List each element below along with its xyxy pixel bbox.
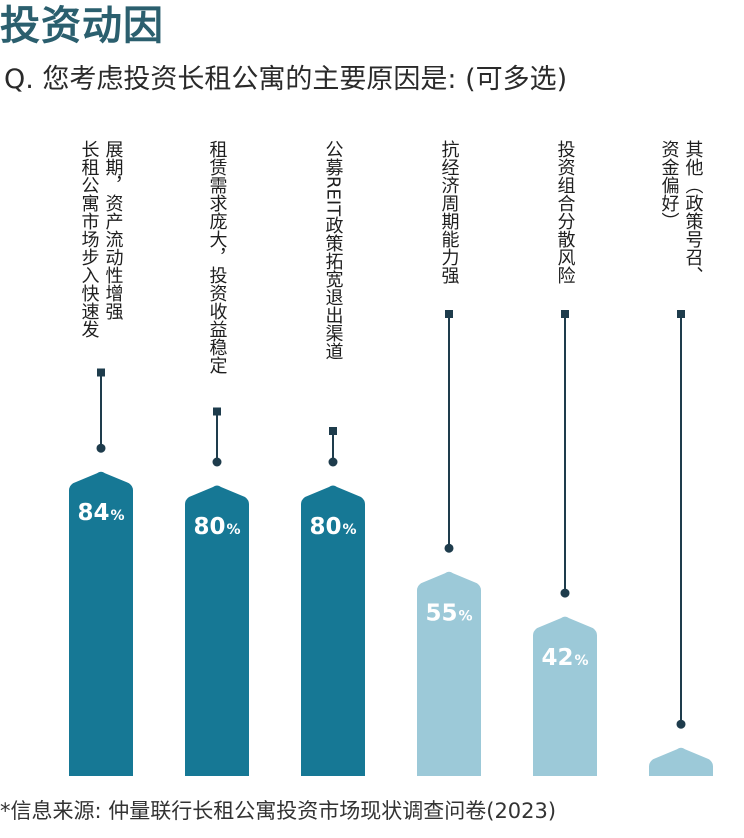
category-label-6-col-2: 资金偏好） [659, 140, 680, 230]
connector-dot-4 [444, 543, 454, 553]
category-label-5-col-1: 投资组合分散风险 [555, 140, 576, 284]
value-unit: % [682, 784, 696, 800]
value-number: 55 [425, 600, 457, 626]
connector-dot-1 [96, 443, 106, 453]
bar-1 [69, 471, 133, 776]
connector-dot-2 [212, 457, 222, 467]
bar-2 [185, 485, 249, 776]
source-note: *信息来源: 仲量联行长租公寓投资市场现状调查问卷(2023) [0, 799, 557, 823]
value-unit: % [574, 653, 588, 669]
category-label-2-col-1: 租赁需求庞大，投资收益稳定 [207, 140, 228, 374]
value-label-1: 84% [77, 500, 124, 526]
connector-square-4 [445, 310, 453, 318]
chart-title: 投资动因 [0, 3, 164, 49]
value-number: 80 [309, 514, 341, 540]
connector-dot-6 [676, 719, 686, 729]
connector-square-6 [677, 310, 685, 318]
bar-6 [649, 747, 713, 776]
value-label-3: 80% [309, 514, 356, 540]
category-label-1-col-2: 长租公寓市场步入快速发 [79, 140, 100, 338]
category-label-6-col-1: 其他（政策号召、 [683, 140, 704, 284]
value-number: 80 [193, 514, 225, 540]
connector-square-3 [329, 427, 337, 435]
value-label-2: 80% [193, 514, 240, 540]
value-unit: % [458, 608, 472, 624]
question-subtitle: Q. 您考虑投资长租公寓的主要原因是: (可多选) [4, 64, 568, 95]
bar-5 [533, 616, 597, 776]
connector-square-2 [213, 407, 221, 416]
bar-3 [301, 485, 365, 776]
bar-4 [417, 571, 481, 776]
value-number: 4 [665, 776, 681, 802]
value-unit: % [226, 522, 240, 538]
value-number: 42 [541, 645, 573, 671]
value-unit: % [342, 522, 356, 538]
connector-square-1 [97, 368, 105, 377]
connector-dot-5 [560, 588, 570, 598]
category-label-3-col-1: 公募REIT政策拓宽退出渠道 [323, 140, 344, 360]
value-label-6: 4% [665, 776, 696, 802]
value-number: 84 [77, 500, 109, 526]
connector-dot-3 [328, 457, 338, 467]
value-unit: % [110, 508, 124, 524]
value-label-5: 42% [541, 645, 588, 671]
connector-square-5 [561, 310, 569, 318]
category-label-4-col-1: 抗经济周期能力强 [439, 140, 460, 285]
value-label-4: 55% [425, 600, 472, 626]
category-label-1-col-1: 展期，资产流动性增强 [103, 140, 124, 321]
